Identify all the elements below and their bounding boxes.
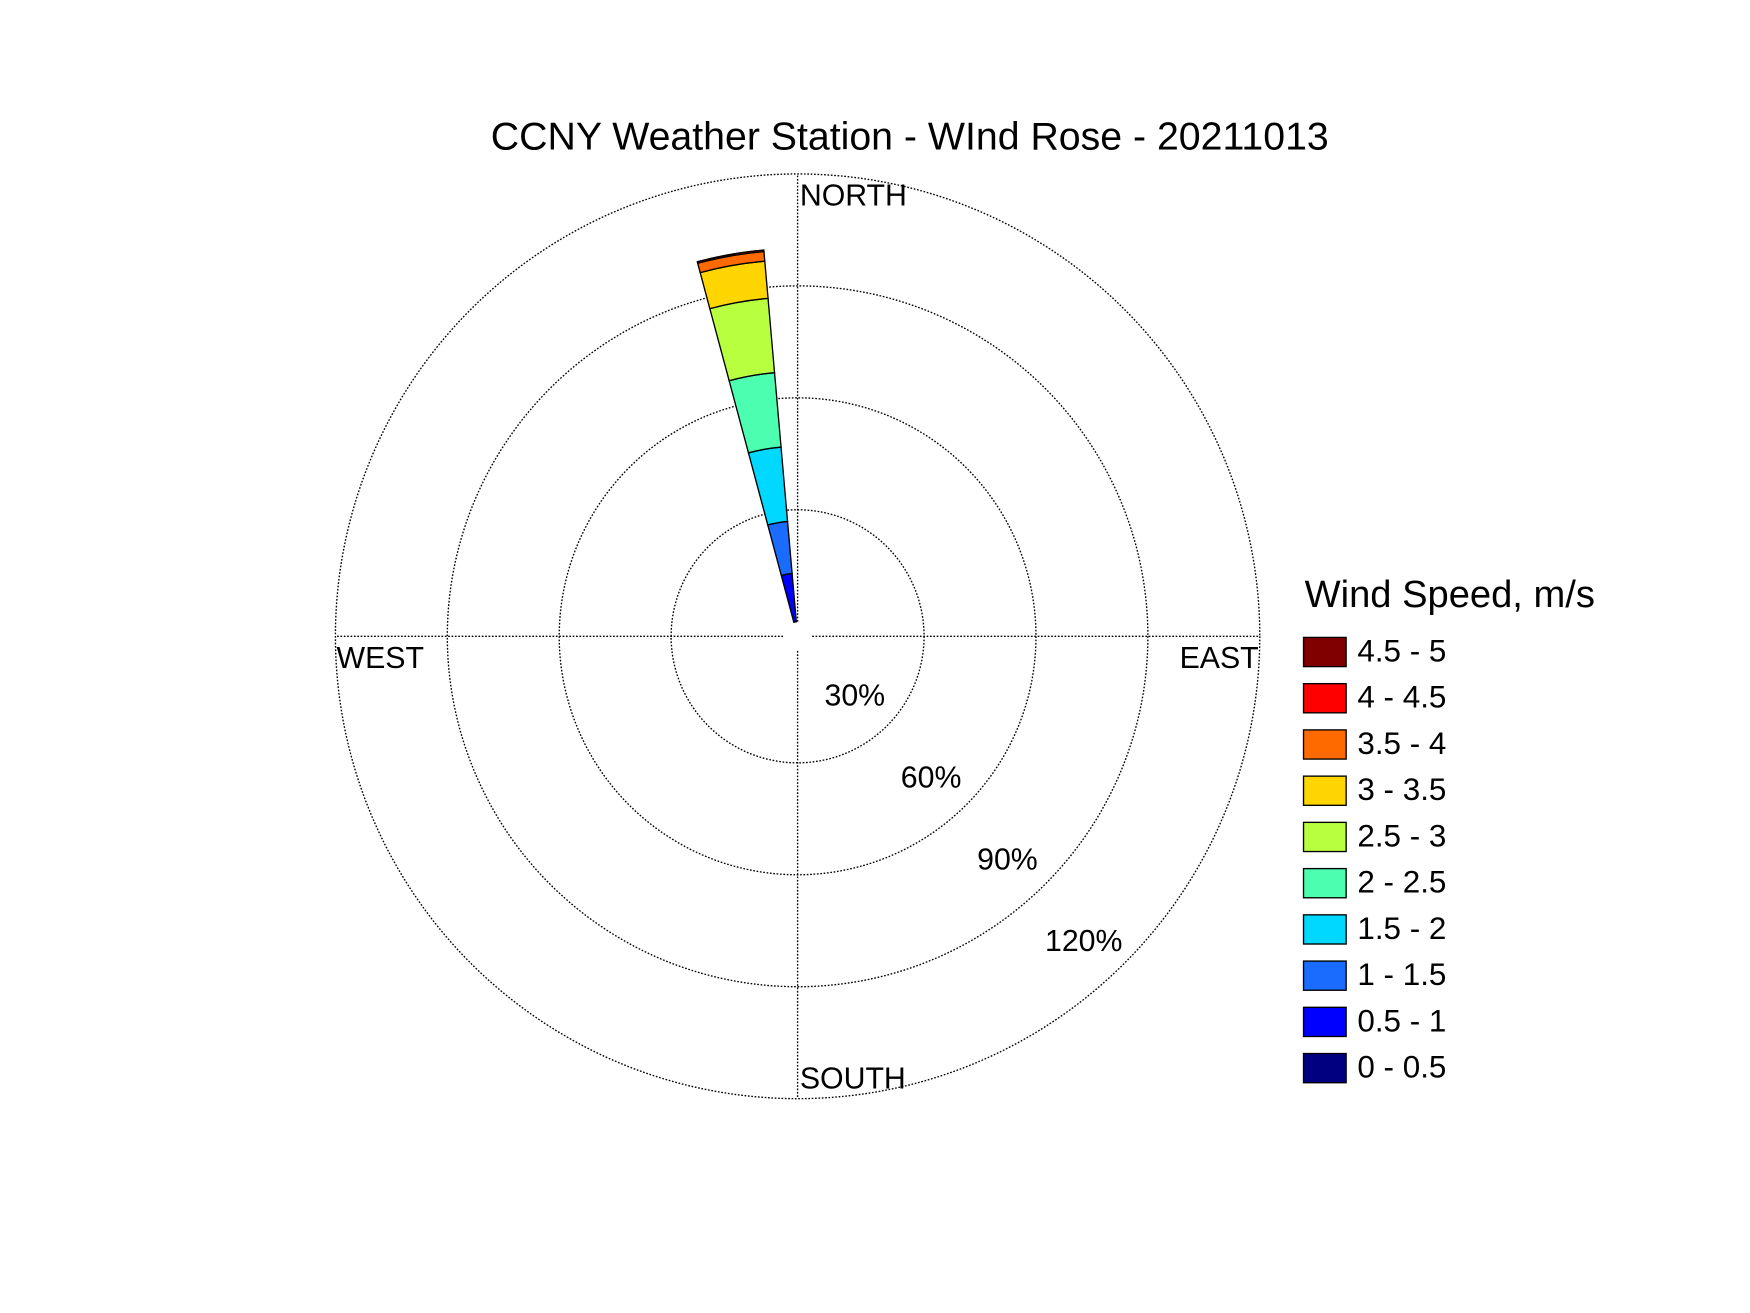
wedge-segment: [709, 297, 776, 382]
legend-label: 2.5 - 3: [1357, 818, 1446, 853]
legend-swatch: [1302, 636, 1347, 668]
legend-label: 4.5 - 5: [1357, 633, 1446, 668]
legend-swatch: [1302, 821, 1347, 853]
direction-label: NORTH: [800, 180, 907, 213]
legend-swatch: [1302, 729, 1347, 760]
legend-swatch: [1302, 1052, 1347, 1084]
direction-label: SOUTH: [800, 1063, 906, 1096]
direction-label: WEST: [337, 642, 424, 675]
r-tick-label: 30%: [824, 680, 885, 713]
legend-swatch: [1302, 960, 1347, 991]
r-tick-label: 90%: [977, 843, 1038, 876]
direction-label: EAST: [1180, 642, 1259, 675]
chart-title: CCNY Weather Station - WInd Rose - 20211…: [491, 115, 1329, 159]
grid-ring: [446, 285, 1149, 988]
legend-label: 4 - 4.5: [1357, 680, 1446, 715]
legend-swatch: [1302, 775, 1347, 806]
wedge-segment: [747, 446, 789, 526]
legend-label: 0.5 - 1: [1357, 1003, 1446, 1038]
legend-swatch: [1302, 867, 1347, 899]
legend-swatch: [1302, 1006, 1347, 1038]
legend-label: 2 - 2.5: [1357, 865, 1446, 900]
wedge-segment: [780, 572, 798, 624]
legend-label: 1.5 - 2: [1357, 911, 1446, 946]
grid-ring: [334, 173, 1261, 1100]
r-tick-label: 60%: [901, 762, 962, 795]
legend-label: 0 - 0.5: [1357, 1050, 1446, 1085]
legend-swatch: [1302, 914, 1347, 945]
legend-label: 1 - 1.5: [1357, 957, 1446, 992]
legend-swatch: [1302, 682, 1347, 714]
legend-label: 3.5 - 4: [1357, 726, 1446, 761]
wedge-segment: [728, 371, 782, 454]
grid-ring: [670, 509, 925, 764]
legend-title: Wind Speed, m/s: [1305, 573, 1595, 616]
wedge-segment: [766, 520, 793, 577]
legend-label: 3 - 3.5: [1357, 772, 1446, 807]
r-tick-label: 120%: [1045, 925, 1122, 958]
